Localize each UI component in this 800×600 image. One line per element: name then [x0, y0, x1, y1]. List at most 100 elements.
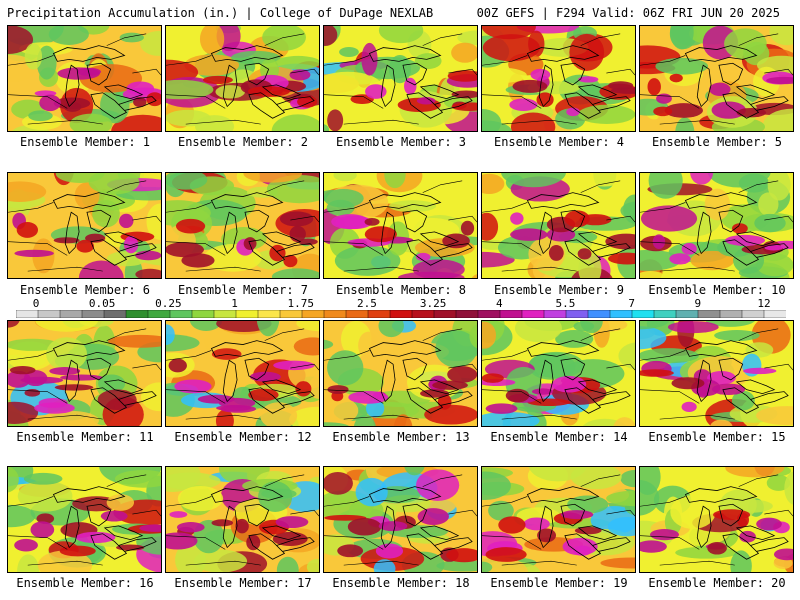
- ensemble-member-panel: [639, 172, 794, 279]
- ensemble-member-caption: Ensemble Member: 14: [490, 430, 628, 444]
- colorbar-swatch: [587, 310, 611, 318]
- colorbar-swatch: [697, 310, 721, 318]
- colorbar-swatch: [213, 310, 237, 318]
- ensemble-member-caption: Ensemble Member: 12: [174, 430, 312, 444]
- precipitation-map: [324, 321, 477, 426]
- precipitation-map: [482, 173, 635, 278]
- precipitation-map: [166, 173, 319, 278]
- precipitation-map: [640, 173, 793, 278]
- great-lakes-outline: [210, 45, 315, 119]
- colorbar-tick-label: 9: [694, 297, 702, 310]
- ensemble-member-caption: Ensemble Member: 18: [332, 576, 470, 590]
- ensemble-member-caption: Ensemble Member: 1: [19, 135, 151, 149]
- great-lakes-outline: [210, 340, 315, 414]
- ensemble-member-panel: [639, 320, 794, 427]
- great-lakes-outline: [684, 192, 789, 266]
- colorbar-tick-label: 7: [628, 297, 635, 310]
- ensemble-member-caption: Ensemble Member: 8: [335, 283, 467, 297]
- colorbar-swatch: [279, 310, 303, 318]
- ensemble-member-caption: Ensemble Member: 4: [493, 135, 625, 149]
- precipitation-map: [482, 467, 635, 572]
- precipitation-map: [482, 321, 635, 426]
- great-lakes-outline: [368, 486, 473, 560]
- colorbar-tick-label: 4: [495, 297, 503, 310]
- ensemble-member-panel: [481, 466, 636, 573]
- precipitation-map: [324, 467, 477, 572]
- great-lakes-outline: [526, 340, 631, 414]
- ensemble-member-panel: [481, 172, 636, 279]
- great-lakes-outline: [368, 192, 473, 266]
- precipitation-map: [166, 26, 319, 131]
- great-lakes-outline: [526, 486, 631, 560]
- great-lakes-outline: [526, 45, 631, 119]
- colorbar-swatch: [653, 310, 677, 318]
- colorbar-swatch: [301, 310, 325, 318]
- colorbar-swatch: [631, 310, 655, 318]
- ensemble-member-panel: [639, 466, 794, 573]
- ensemble-member-caption: Ensemble Member: 10: [648, 283, 786, 297]
- colorbar-swatch: [719, 310, 743, 318]
- precipitation-map: [482, 26, 635, 131]
- ensemble-member-caption: Ensemble Member: 16: [16, 576, 154, 590]
- model-run-info: 00Z GEFS | F294 Valid: 06Z FRI JUN 20 20…: [476, 6, 780, 20]
- colorbar-tick-label: 1: [231, 297, 238, 310]
- great-lakes-outline: [684, 486, 789, 560]
- ensemble-member-caption: Ensemble Member: 3: [335, 135, 467, 149]
- great-lakes-outline: [210, 486, 315, 560]
- precipitation-colorbar: [16, 310, 786, 318]
- ensemble-member-panel: [323, 466, 478, 573]
- ensemble-member-caption: Ensemble Member: 13: [332, 430, 470, 444]
- precipitation-map: [324, 26, 477, 131]
- colorbar-swatch: [763, 310, 786, 318]
- colorbar-swatch: [191, 310, 215, 318]
- colorbar-swatch: [147, 310, 171, 318]
- colorbar-tick-label: 5.5: [555, 297, 576, 310]
- colorbar-swatch: [741, 310, 765, 318]
- ensemble-member-caption: Ensemble Member: 5: [651, 135, 783, 149]
- great-lakes-outline: [52, 192, 157, 266]
- colorbar-swatch: [455, 310, 479, 318]
- ensemble-member-panel: [639, 25, 794, 132]
- colorbar-swatch: [477, 310, 501, 318]
- colorbar-swatch: [389, 310, 413, 318]
- great-lakes-outline: [52, 340, 157, 414]
- precipitation-map: [640, 26, 793, 131]
- ensemble-member-caption: Ensemble Member: 20: [648, 576, 786, 590]
- colorbar-tick-label: 12: [757, 297, 771, 310]
- ensemble-member-panel: [165, 25, 320, 132]
- colorbar-tick-label: 0.25: [155, 297, 182, 310]
- ensemble-member-caption: Ensemble Member: 2: [177, 135, 309, 149]
- colorbar-swatch: [169, 310, 193, 318]
- colorbar-swatch: [521, 310, 545, 318]
- colorbar-tick-label: 2.5: [356, 297, 377, 310]
- ensemble-member-caption: Ensemble Member: 17: [174, 576, 312, 590]
- colorbar-swatch: [609, 310, 633, 318]
- ensemble-member-panel: [165, 466, 320, 573]
- colorbar-swatch: [323, 310, 347, 318]
- precipitation-map: [324, 173, 477, 278]
- ensemble-member-panel: [7, 172, 162, 279]
- map-title: Precipitation Accumulation (in.) | Colle…: [7, 6, 434, 20]
- ensemble-member-caption: Ensemble Member: 15: [648, 430, 786, 444]
- colorbar-swatch: [367, 310, 391, 318]
- ensemble-member-caption: Ensemble Member: 19: [490, 576, 628, 590]
- great-lakes-outline: [368, 45, 473, 119]
- colorbar-tick-label: 3.25: [419, 297, 447, 310]
- ensemble-member-panel: [7, 466, 162, 573]
- colorbar-tick-label: 0: [32, 297, 40, 310]
- colorbar-swatch: [16, 310, 39, 318]
- colorbar-swatch: [543, 310, 567, 318]
- precipitation-map: [166, 321, 319, 426]
- colorbar-swatch: [411, 310, 435, 318]
- great-lakes-outline: [526, 192, 631, 266]
- precipitation-map: [8, 467, 161, 572]
- colorbar-tick-label: 0.05: [88, 297, 116, 310]
- precipitation-map: [8, 173, 161, 278]
- colorbar-tick-label: 1.75: [287, 297, 314, 310]
- colorbar-swatch: [81, 310, 105, 318]
- colorbar-swatch: [235, 310, 259, 318]
- ensemble-member-caption: Ensemble Member: 11: [16, 430, 154, 444]
- colorbar-swatch: [675, 310, 699, 318]
- ensemble-member-caption: Ensemble Member: 7: [177, 283, 309, 297]
- ensemble-member-panel: [323, 25, 478, 132]
